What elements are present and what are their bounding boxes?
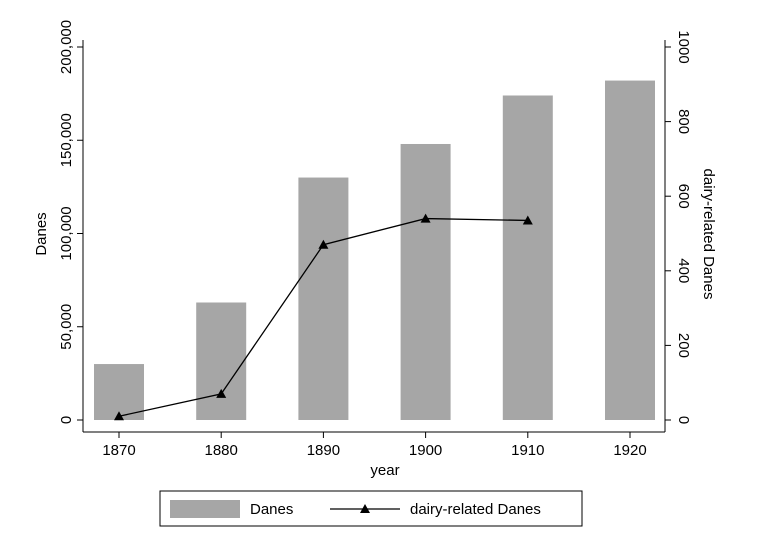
- bar: [298, 177, 349, 420]
- y-axis-title: Danes: [33, 212, 50, 255]
- x-tick-label: 1920: [613, 442, 646, 459]
- y2-axis-title: dairy-related Danes: [700, 169, 717, 300]
- legend-swatch: [170, 500, 240, 518]
- marker: [216, 388, 227, 398]
- bar: [400, 143, 451, 421]
- marker: [522, 215, 533, 225]
- marker: [420, 213, 431, 223]
- legend-marker: [360, 504, 370, 513]
- bar: [94, 364, 144, 420]
- legend-label: Danes: [250, 501, 293, 518]
- marker: [114, 411, 124, 421]
- y-tick-label: 50,000: [58, 304, 75, 350]
- y2-tick-label: 200: [675, 333, 692, 358]
- y2-tick-label: 800: [675, 109, 692, 134]
- y2-tick-label: 400: [675, 258, 692, 283]
- y-tick-label: 200,000: [58, 20, 75, 74]
- y2-tick-label: 600: [675, 184, 692, 209]
- x-axis-title: year: [370, 462, 399, 479]
- bar: [502, 95, 553, 421]
- y-tick-label: 0: [58, 416, 75, 424]
- y2-tick-label: 1000: [675, 30, 692, 63]
- x-tick-label: 1870: [102, 442, 135, 459]
- x-tick-label: 1890: [307, 442, 340, 459]
- x-tick-label: 1880: [205, 442, 238, 459]
- y2-tick-label: 0: [675, 416, 692, 424]
- bar: [196, 302, 247, 420]
- x-tick-label: 1910: [511, 442, 544, 459]
- y-tick-label: 150,000: [58, 113, 75, 167]
- legend-label: dairy-related Danes: [410, 501, 541, 518]
- legend-box: [159, 490, 583, 527]
- marker: [318, 239, 329, 249]
- bar: [605, 80, 655, 420]
- x-tick-label: 1900: [409, 442, 442, 459]
- y-tick-label: 100,000: [58, 206, 75, 260]
